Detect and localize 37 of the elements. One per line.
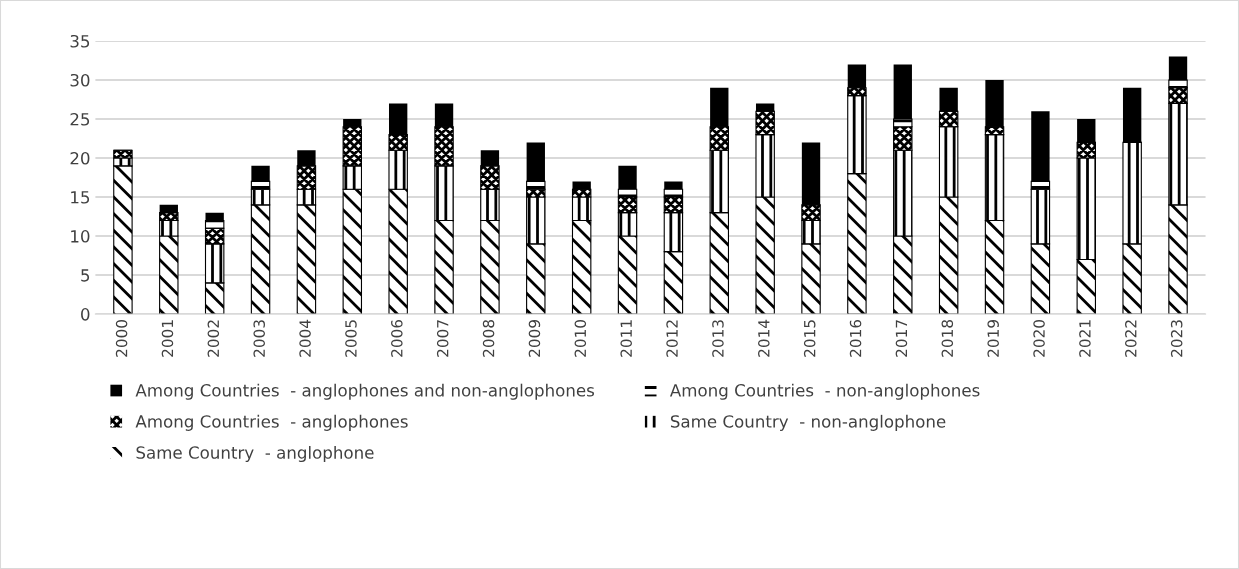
y-tick-label: 15 [71,191,90,204]
x-tick-label: 2017 [895,320,908,357]
x-tick-label: 2007 [436,320,449,357]
legend-label: Among Countries - non-anglophones [669,383,980,400]
x-tick-label: 2011 [620,320,632,357]
y-tick-label: 20 [70,151,90,165]
x-tick-label: 2013 [712,320,724,357]
x-tick-label: 2005 [345,320,357,357]
x-tick-label: 2003 [253,320,265,357]
x-tick-label: 2023 [1170,320,1183,357]
legend-label: Among Countries - anglophones [135,414,408,431]
y-tick-label: 30 [70,73,90,87]
x-tick-label: 2018 [941,320,954,357]
x-tick-label: 2006 [391,319,403,357]
y-tick-label: 10 [71,230,90,243]
legend-label: Same Country - non-anglophone [670,414,946,431]
y-tick-label: 0 [81,308,90,321]
x-tick-label: 2020 [1033,319,1045,357]
x-tick-label: 2009 [528,320,541,357]
x-tick-label: 2022 [1125,320,1137,357]
x-tick-label: 2008 [482,320,495,357]
x-tick-label: 2012 [666,320,678,357]
x-tick-label: 2002 [207,320,220,357]
x-tick-label: 2000 [115,319,128,357]
x-tick-label: 2019 [987,320,999,357]
legend-label: Among Countries - anglophones and non-anglophones [135,383,595,400]
x-tick-label: 2015 [803,320,816,357]
x-tick-label: 2016 [849,319,862,357]
x-tick-label: 2021 [1079,320,1091,357]
y-tick-label: 35 [70,34,90,48]
x-tick-label: 2001 [161,320,174,357]
x-tick-label: 2004 [299,319,311,357]
x-tick-label: 2014 [758,319,770,357]
legend-label: Same Country - anglophone [136,445,374,463]
x-tick-label: 2010 [574,319,587,357]
y-tick-label: 5 [81,269,90,282]
y-tick-label: 25 [70,112,90,126]
